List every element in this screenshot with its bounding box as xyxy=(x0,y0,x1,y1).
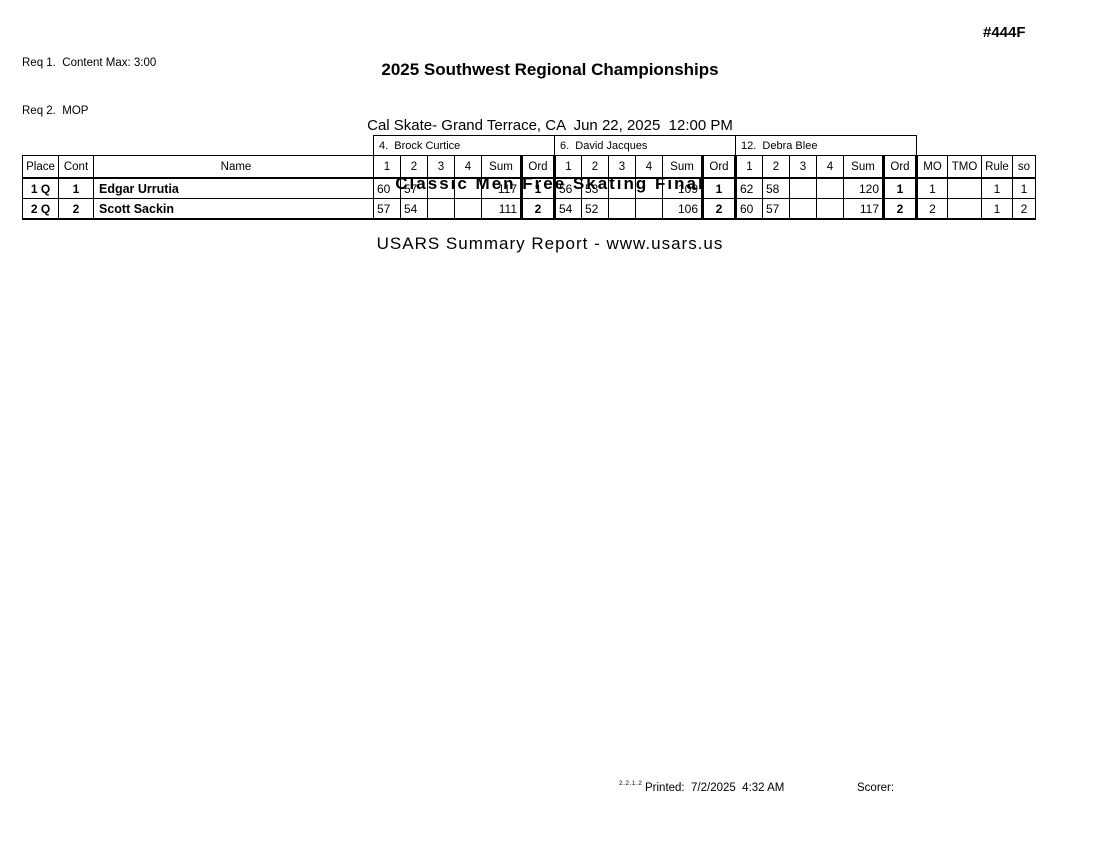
results-table: 4. Brock Curtice 6. David Jacques 12. De… xyxy=(22,135,1036,220)
score-cell: 60 xyxy=(373,177,401,199)
sum-cell: 111 xyxy=(481,198,522,220)
total-majority-ordinal-cell xyxy=(947,198,982,220)
results-table-container: 4. Brock Curtice 6. David Jacques 12. De… xyxy=(22,135,1036,220)
judge-header-1: 4. Brock Curtice xyxy=(373,135,555,156)
place-cell: 2 Q xyxy=(22,198,59,220)
place-cell: 1 Q xyxy=(22,177,59,199)
skate-order-cell: 2 xyxy=(1012,198,1036,220)
score-cell: 57 xyxy=(762,198,790,220)
scorer-label: Scorer: xyxy=(857,782,895,794)
rule-cell: 1 xyxy=(981,198,1013,220)
score-cell xyxy=(816,198,844,220)
result-row-1: 1 Q 1 Edgar Urrutia 60 57 117 1 56 53 10… xyxy=(22,177,1036,199)
column-header-sum: Sum xyxy=(662,155,703,179)
score-cell: 58 xyxy=(762,177,790,199)
score-cell xyxy=(454,198,482,220)
column-header-score3: 3 xyxy=(608,155,636,179)
ordinal-cell: 2 xyxy=(520,198,556,220)
score-cell xyxy=(427,177,455,199)
sum-cell: 106 xyxy=(662,198,703,220)
score-cell: 57 xyxy=(400,177,428,199)
judges-header-row: 4. Brock Curtice 6. David Jacques 12. De… xyxy=(23,135,1036,156)
judge-header-3: 12. Debra Blee xyxy=(735,135,917,156)
column-header-score1: 1 xyxy=(554,155,582,179)
column-header-place: Place xyxy=(22,155,59,179)
column-header-row: Place Cont Name 1 2 3 4 Sum Ord 1 2 3 4 … xyxy=(22,155,1036,179)
score-cell xyxy=(789,198,817,220)
column-header-name: Name xyxy=(93,155,374,179)
ordinal-cell: 2 xyxy=(701,198,737,220)
software-version: 2.2.1.2 xyxy=(619,780,643,787)
column-header-score3: 3 xyxy=(789,155,817,179)
score-cell: 60 xyxy=(735,198,763,220)
requirement-line-2: Req 2. MOP xyxy=(22,105,89,117)
column-header-ord: Ord xyxy=(701,155,737,179)
skater-name-cell: Scott Sackin xyxy=(93,198,374,220)
column-header-ord: Ord xyxy=(520,155,556,179)
column-header-tmo: TMO xyxy=(947,155,982,179)
printed-timestamp: Printed: 7/2/2025 4:32 AM xyxy=(645,782,785,794)
requirement-line-1: Req 1. Content Max: 3:00 xyxy=(22,57,157,69)
score-cell xyxy=(454,177,482,199)
sum-cell: 109 xyxy=(662,177,703,199)
score-cell: 53 xyxy=(581,177,609,199)
venue-date-line: Cal Skate- Grand Terrace, CA Jun 22, 202… xyxy=(367,117,733,134)
skater-name-cell: Edgar Urrutia xyxy=(93,177,374,199)
total-majority-ordinal-cell xyxy=(947,177,982,199)
column-header-score2: 2 xyxy=(581,155,609,179)
sum-cell: 120 xyxy=(843,177,884,199)
judges-row-right-spacer xyxy=(917,136,1036,156)
column-header-score4: 4 xyxy=(816,155,844,179)
majority-ordinal-cell: 1 xyxy=(916,177,948,199)
skate-order-cell: 1 xyxy=(1012,177,1036,199)
score-cell: 54 xyxy=(554,198,582,220)
rule-cell: 1 xyxy=(981,177,1013,199)
score-cell: 57 xyxy=(373,198,401,220)
column-header-score2: 2 xyxy=(762,155,790,179)
column-header-mo: MO xyxy=(916,155,948,179)
column-header-score1: 1 xyxy=(735,155,763,179)
score-cell: 62 xyxy=(735,177,763,199)
judge-header-2: 6. David Jacques xyxy=(554,135,736,156)
column-header-sum: Sum xyxy=(481,155,522,179)
majority-ordinal-cell: 2 xyxy=(916,198,948,220)
score-cell xyxy=(816,177,844,199)
score-cell xyxy=(635,177,663,199)
score-cell xyxy=(789,177,817,199)
requirements-block: Req 1. Content Max: 3:00 Req 2. MOP xyxy=(22,23,156,135)
contestant-number-cell: 2 xyxy=(58,198,94,220)
contestant-number-cell: 1 xyxy=(58,177,94,199)
ordinal-cell: 1 xyxy=(701,177,737,199)
sum-cell: 117 xyxy=(843,198,884,220)
score-cell xyxy=(608,177,636,199)
score-cell: 56 xyxy=(554,177,582,199)
score-cell xyxy=(635,198,663,220)
score-cell xyxy=(427,198,455,220)
score-cell: 54 xyxy=(400,198,428,220)
ordinal-cell: 1 xyxy=(520,177,556,199)
event-number: #444F xyxy=(983,24,1026,41)
column-header-sum: Sum xyxy=(843,155,884,179)
score-cell: 52 xyxy=(581,198,609,220)
result-row-2: 2 Q 2 Scott Sackin 57 54 111 2 54 52 106… xyxy=(22,198,1036,220)
report-type-line: USARS Summary Report - www.usars.us xyxy=(376,234,724,253)
column-header-cont: Cont xyxy=(58,155,94,179)
column-header-score4: 4 xyxy=(635,155,663,179)
column-header-score2: 2 xyxy=(400,155,428,179)
ordinal-cell: 1 xyxy=(882,177,918,199)
ordinal-cell: 2 xyxy=(882,198,918,220)
championship-title: 2025 Southwest Regional Championships xyxy=(381,60,719,79)
column-header-rule: Rule xyxy=(981,155,1013,179)
column-header-score4: 4 xyxy=(454,155,482,179)
column-header-so: so xyxy=(1012,155,1036,179)
judges-row-left-spacer xyxy=(23,136,374,156)
column-header-score1: 1 xyxy=(373,155,401,179)
column-header-score3: 3 xyxy=(427,155,455,179)
score-cell xyxy=(608,198,636,220)
column-header-ord: Ord xyxy=(882,155,918,179)
sum-cell: 117 xyxy=(481,177,522,199)
